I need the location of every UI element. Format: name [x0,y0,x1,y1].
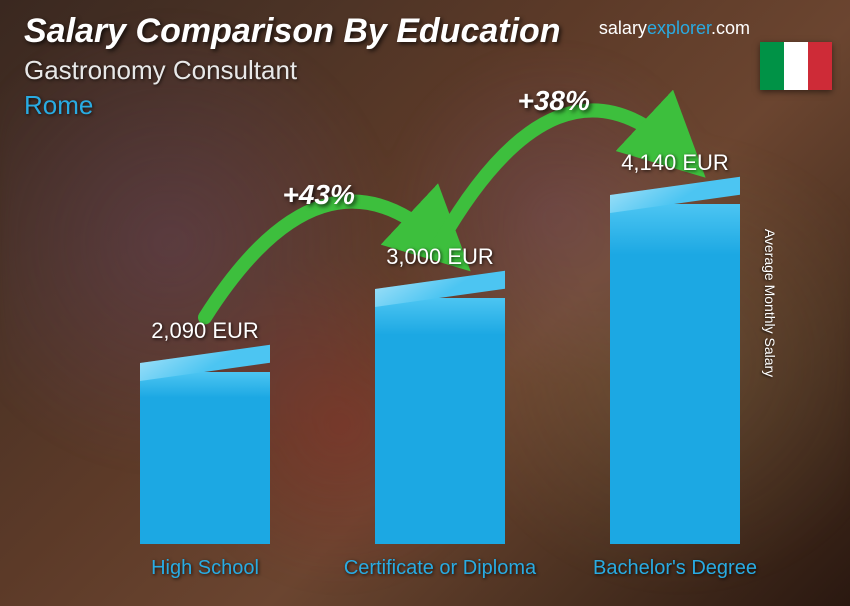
flag-italy [760,42,832,90]
value-label: 3,000 EUR [340,244,540,270]
category-label: High School [105,556,305,580]
flag-stripe-white [784,42,808,90]
main-title: Salary Comparison By Education [24,12,561,51]
y-axis-label: Average Monthly Salary [762,229,778,377]
location: Rome [24,90,561,121]
flag-stripe-red [808,42,832,90]
category-label: Certificate or Diploma [340,556,540,580]
brand-part1: salary [599,18,647,38]
value-label: 2,090 EUR [105,318,305,344]
flag-stripe-green [760,42,784,90]
subtitle: Gastronomy Consultant [24,55,561,86]
brand-part3: .com [711,18,750,38]
value-label: 4,140 EUR [575,150,775,176]
header: Salary Comparison By Education Gastronom… [24,12,561,121]
brand-part2: explorer [647,18,711,38]
category-label: Bachelor's Degree [575,556,775,580]
brand-logo: salaryexplorer.com [599,18,750,39]
bar-chart: 2,090 EURHigh School3,000 EURCertificate… [90,144,770,544]
